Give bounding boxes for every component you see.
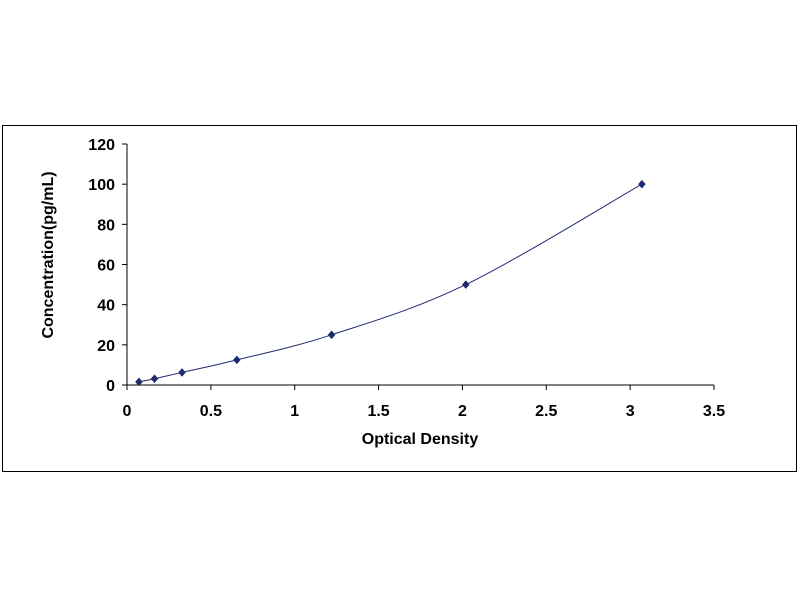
y-tick-label: 60 [97, 258, 115, 275]
x-tick-label: 1 [290, 403, 299, 420]
data-point [233, 355, 241, 365]
y-axis-title: Concentration(pg/mL) [40, 171, 57, 338]
chart-frame [2, 125, 797, 472]
points-layer [135, 179, 646, 387]
y-tick-label: 80 [97, 217, 115, 234]
y-tick-label: 40 [97, 298, 115, 315]
x-tick-label: 0 [123, 403, 132, 420]
axes [126, 144, 714, 386]
y-tick-label: 20 [97, 338, 115, 355]
data-point [638, 179, 646, 189]
y-tick-label: 0 [106, 378, 115, 395]
curve-layer [138, 183, 643, 383]
data-point [135, 377, 143, 387]
x-tick-label: 3.5 [703, 403, 725, 420]
trend-curve [138, 183, 643, 383]
x-tick-label: 2 [458, 403, 467, 420]
y-tick-label: 120 [88, 137, 115, 154]
ticks: 0 0.5 1 1.5 2 2.5 3 3.5 0 20 40 60 80 100 120 [88, 137, 725, 420]
data-point [150, 374, 159, 384]
x-axis-title: Optical Density [362, 431, 479, 448]
x-tick-label: 0.5 [200, 403, 222, 420]
data-point [327, 330, 336, 340]
x-tick-label: 2.5 [535, 403, 557, 420]
x-tick-label: 3 [626, 403, 635, 420]
data-point [178, 368, 186, 377]
x-tick-label: 1.5 [367, 403, 389, 420]
data-point [461, 280, 470, 289]
y-tick-label: 100 [88, 177, 115, 194]
